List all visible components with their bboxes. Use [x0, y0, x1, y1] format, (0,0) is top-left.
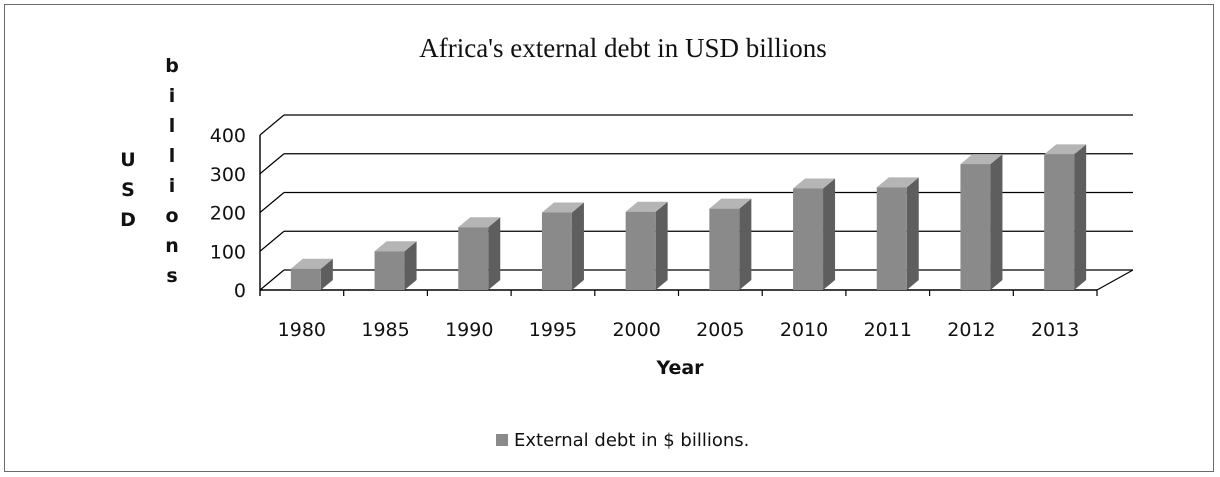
y-axis-subtitle-letter: i: [169, 175, 176, 197]
x-tick-labels: 1980 1985 1990 1995 2000 2005 2010 2011 2012 2013: [278, 319, 1080, 341]
bar-top: [960, 154, 1003, 165]
bar-side: [655, 201, 668, 290]
y-tick-label: 300: [210, 164, 246, 186]
bar-front: [541, 212, 572, 290]
y-axis-title-inner: billions: [165, 55, 179, 287]
bar-2012: [960, 154, 1003, 290]
y-axis-subtitle-letter: l: [169, 115, 176, 137]
bar-side: [990, 154, 1003, 290]
bar-2013: [1044, 144, 1087, 290]
legend: External debt in $ billions.: [496, 430, 749, 451]
x-tick-label: 2000: [612, 319, 660, 341]
chart-frame: Africa's external debt in USD billions 0…: [4, 4, 1214, 472]
grid-side-line: [259, 192, 285, 213]
y-axis-subtitle-letter: i: [169, 85, 176, 107]
y-axis-subtitle-letter: l: [169, 145, 176, 167]
bar-1985: [374, 241, 417, 290]
bars-layer: [290, 144, 1087, 290]
bar-side: [404, 241, 417, 290]
bar-side: [823, 178, 836, 290]
y-axis-title-letter: D: [120, 209, 136, 231]
bar-top: [876, 177, 919, 188]
x-tick-label: 1980: [278, 319, 326, 341]
bar-side: [571, 202, 584, 290]
x-tick-label: 2013: [1031, 319, 1079, 341]
bar-2005: [709, 198, 752, 290]
x-tick-label: 2010: [780, 319, 828, 341]
bar-top: [290, 258, 333, 269]
y-tick-label: 100: [210, 241, 246, 263]
x-axis-title: Year: [655, 357, 704, 379]
y-tick-label: 400: [210, 125, 246, 147]
legend-label: External debt in $ billions.: [514, 430, 749, 451]
y-tick-label: 0: [234, 280, 246, 302]
x-tick-label: 1995: [529, 319, 577, 341]
y-axis-subtitle-letter: b: [165, 55, 179, 77]
bar-front: [876, 187, 907, 290]
bar-front: [290, 268, 321, 290]
bar-2011: [876, 177, 919, 290]
grid-side-line: [259, 114, 285, 136]
bar-2000: [625, 201, 668, 290]
bar-side: [739, 198, 752, 290]
y-axis-title-letter: S: [121, 179, 135, 201]
bar-top: [541, 202, 584, 213]
bar-1995: [541, 202, 584, 290]
y-tick-labels: 0 100 200 300 400: [210, 125, 246, 302]
bar-top: [709, 198, 752, 209]
y-tick-label: 200: [210, 203, 246, 225]
bar-front: [374, 251, 405, 290]
bar-front: [1044, 154, 1075, 290]
bar-side: [320, 258, 333, 290]
bar-2010: [793, 178, 836, 290]
bar-front: [709, 208, 740, 290]
chart-title: Africa's external debt in USD billions: [419, 33, 827, 63]
bar-top: [625, 201, 668, 212]
bar-side: [906, 177, 919, 290]
x-tick-label: 2011: [864, 319, 912, 341]
y-axis-title-letter: U: [120, 149, 135, 171]
x-tick-label: 1985: [361, 319, 409, 341]
bar-front: [625, 211, 656, 290]
bar-top: [458, 217, 501, 228]
y-axis-subtitle-letter: s: [166, 265, 177, 287]
grid-layer: [259, 114, 1134, 296]
bar-1990: [458, 217, 501, 290]
x-tick-label: 1990: [445, 319, 493, 341]
bar-front: [793, 188, 824, 290]
grid-side-line: [259, 230, 285, 252]
x-tick-label: 2012: [947, 319, 995, 341]
legend-swatch: [496, 434, 508, 446]
x-tick-label: 2005: [696, 319, 744, 341]
bar-front: [960, 164, 991, 290]
y-axis-subtitle-letter: o: [165, 205, 178, 227]
grid-side-line: [259, 269, 285, 291]
bar-top: [1044, 144, 1087, 155]
bar-top: [374, 241, 417, 252]
grid-side-line: [259, 153, 285, 175]
bar-side: [488, 217, 501, 290]
floor-right-edge: [1096, 269, 1134, 291]
bar-top: [793, 178, 836, 189]
bar-1980: [290, 258, 333, 290]
bar-side: [1074, 144, 1087, 290]
chart-canvas: Africa's external debt in USD billions 0…: [120, 33, 1134, 451]
bar-front: [458, 227, 489, 290]
y-axis-subtitle-letter: n: [165, 235, 179, 257]
y-axis-title-outer: USD: [120, 149, 136, 231]
